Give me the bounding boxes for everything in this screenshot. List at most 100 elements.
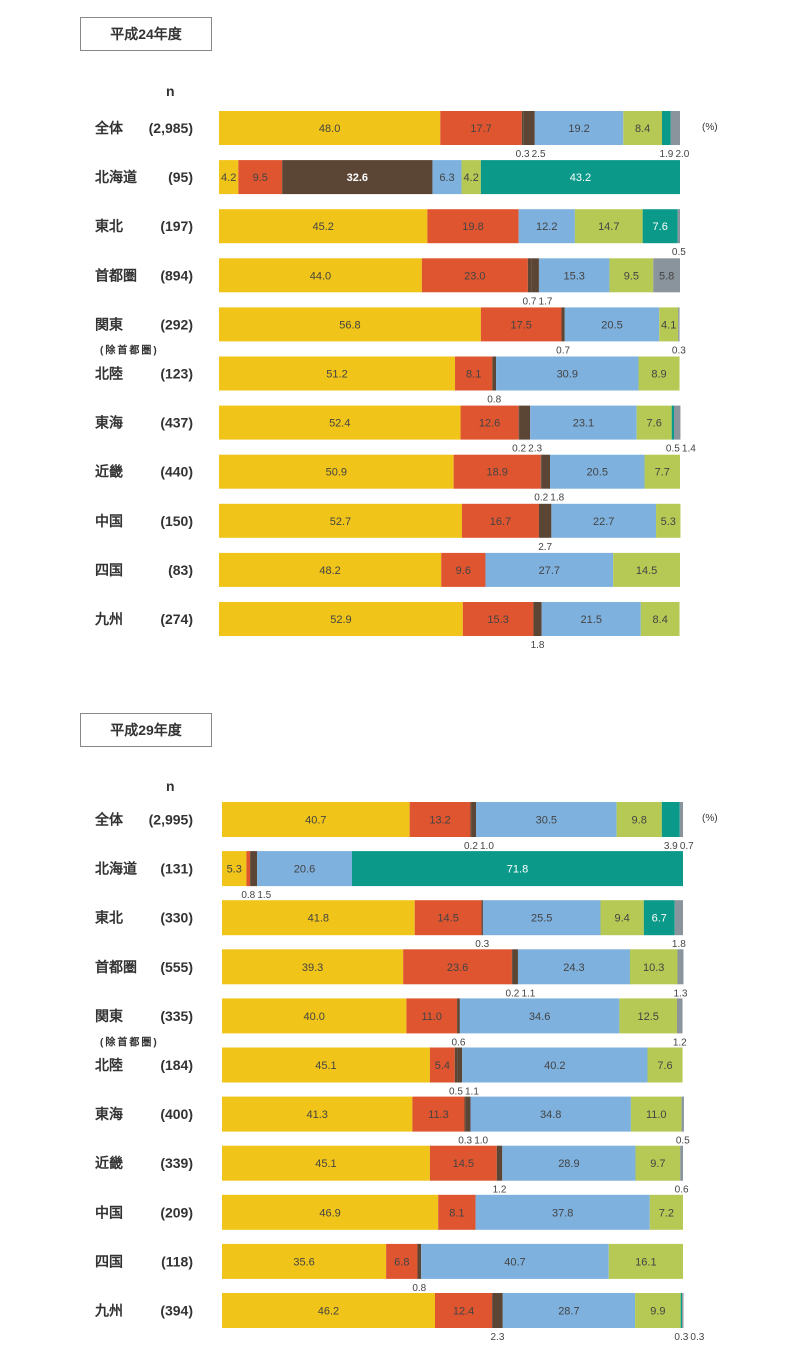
bar-segment [549,454,645,489]
bar-segment [417,1243,422,1279]
data-label: 46.2 [318,1306,339,1318]
n-count-label: (400) [160,1106,193,1122]
data-label: 9.7 [650,1158,665,1170]
bar-segment [608,1243,683,1279]
data-label: 12.4 [453,1306,474,1318]
bar-segment [677,949,684,985]
data-label: 4.2 [221,172,236,184]
bar-row: 北陸 (123) 51.2 8.1 30.9 8.9 0.8 [95,356,680,406]
bar-segment [421,1243,609,1279]
data-label-small: 0.5 [676,1136,690,1147]
data-label: 28.9 [558,1158,579,1170]
bar-segment [219,503,462,538]
bar-segment [222,851,247,887]
data-label: 25.5 [531,913,552,925]
data-label-small: 1.8 [531,640,545,651]
data-label-small: 1.8 [672,939,686,950]
bar-segment [644,454,680,489]
bar-segment [512,949,518,985]
category-label: 全体 [94,812,124,828]
bar-segment [629,949,678,985]
bar-segment [464,1096,466,1132]
data-label: 19.8 [462,221,483,233]
bar-segment [480,307,562,342]
bar-segment [517,949,630,985]
unit-label: (%) [702,813,718,824]
bar-segment [680,1145,683,1181]
data-label-small: 2.5 [532,149,546,160]
n-count-label: (274) [160,611,193,627]
bar-segment [674,900,683,936]
bar-segment [222,1293,435,1328]
bar-row: 東北 (330) 41.8 14.5 25.5 9.4 6.7 0.3 1.8 [95,900,686,950]
bar-segment [457,998,460,1034]
bar-segment [427,209,519,244]
n-count-label: (894) [160,267,193,283]
bar-segment [613,552,680,587]
bar-segment [502,1293,636,1328]
bar-segment [459,998,620,1034]
bar-segment [662,111,671,145]
category-label: 東北 [95,910,123,926]
category-label: 東海 [95,1106,123,1122]
data-label: 45.1 [315,1158,336,1170]
bar-segment [406,998,458,1034]
bar-segment [403,949,512,985]
bar-segment [653,258,680,293]
bar-segment [432,160,462,195]
data-label: 45.2 [312,221,333,233]
category-label: 関東 [95,1008,123,1024]
data-label: 7.6 [657,1060,672,1072]
bar-segment [219,258,422,293]
data-label: 14.7 [598,221,619,233]
bar-segment [465,1096,471,1132]
data-label: 8.9 [651,369,666,381]
bar-segment [219,454,454,489]
bar-segment [530,405,637,440]
data-label-small: 0.3 [672,345,686,356]
bar-row: 東海 (400) 41.3 11.3 34.8 11.0 0.3 1.0 0.5 [95,1096,690,1147]
data-label: 9.4 [614,913,629,925]
data-label: 6.7 [652,913,667,925]
data-label-small: 1.3 [674,988,688,999]
bar-segment [421,258,528,293]
bar-segment [246,851,251,887]
category-label: 近畿 [95,464,123,480]
stacked-bar-chart-h29: 全体 (2,995) 40.7 13.2 30.5 9.80.2 1.0 3.9 0.7北海道(… [94,802,705,1343]
data-label: 8.1 [449,1207,464,1219]
bar-segment [496,356,639,391]
bar-segment [538,258,610,293]
n-count-label: (123) [160,366,193,382]
data-label: 28.7 [558,1306,579,1318]
data-label: 5.8 [659,270,674,282]
bar-segment [640,602,680,636]
bar-segment [440,111,522,145]
data-label-small: 1.8 [550,493,564,504]
category-label: 中国 [95,1204,123,1220]
data-label: 14.5 [453,1158,474,1170]
bar-segment [538,503,552,538]
category-note: (除首都圏) [100,343,159,356]
bar-row: 九州 (274) 52.9 15.3 21.5 8.4 1.8 [94,602,680,651]
bar-segment [219,111,441,145]
data-label: 9.8 [632,815,647,827]
data-label: 50.9 [326,467,347,479]
data-label: 71.8 [507,864,528,876]
data-label: 40.0 [303,1011,324,1023]
data-label: 9.5 [253,172,268,184]
bar-segment [481,900,483,936]
bar-segment [412,1096,465,1132]
bar-segment [656,503,681,538]
n-count-label: (2,995) [149,812,193,828]
data-label-small: 0.5 [449,1087,463,1098]
data-label: 11.0 [421,1011,442,1023]
data-label-small: 0.3 [516,149,530,160]
bar-segment [492,356,497,391]
category-label: 四国 [95,1253,123,1269]
bar-segment [534,111,624,145]
bar-segment [616,802,662,837]
category-label: 首都圏 [95,959,137,975]
bar-segment [238,160,283,195]
data-label: 52.7 [330,516,351,528]
data-label: 46.9 [319,1207,340,1219]
